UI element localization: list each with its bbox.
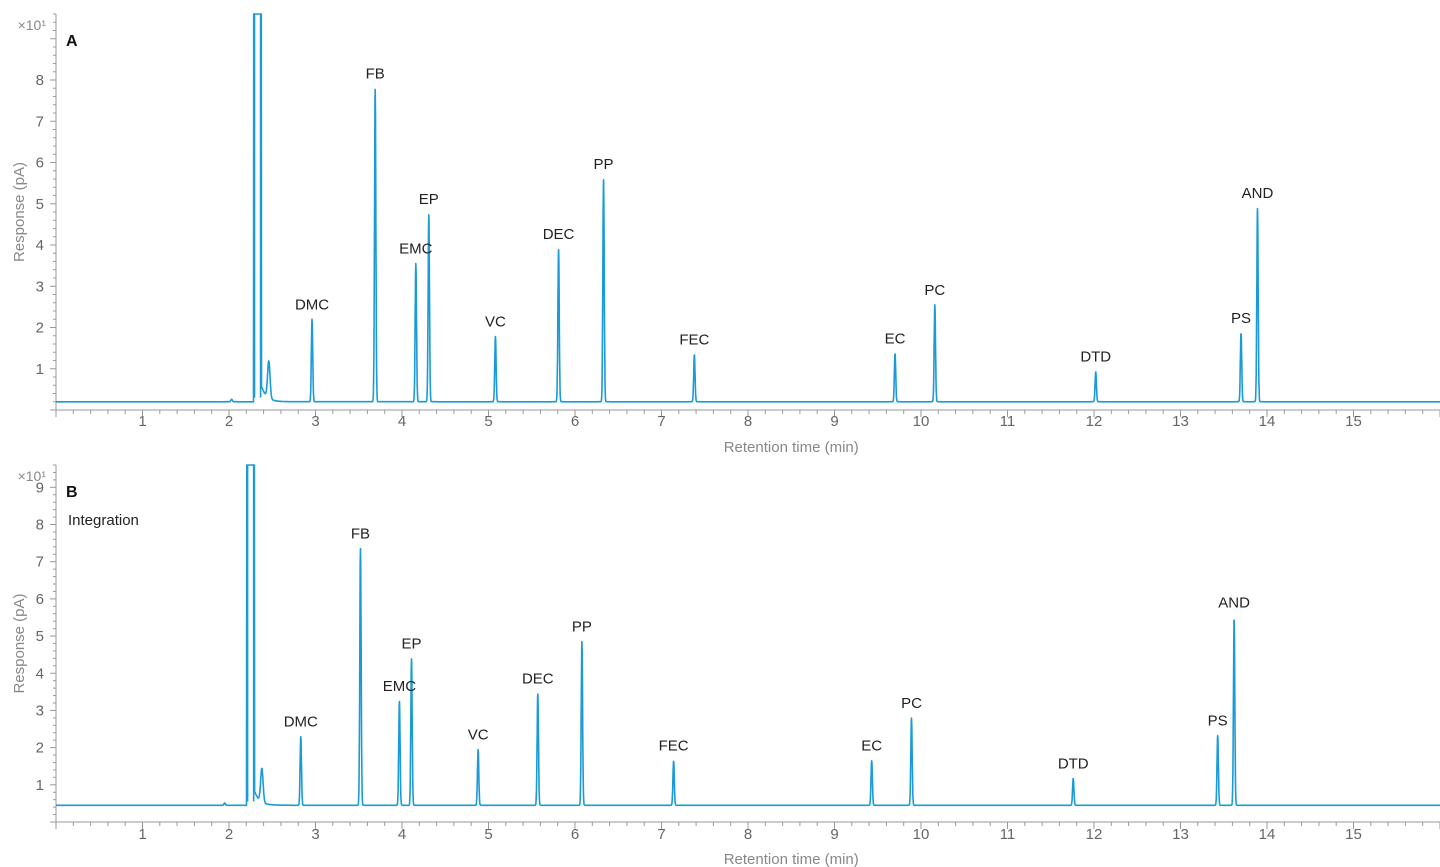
chart-panel-b: 1 2 3 4 5 6 7 8 9 10 11 12 13 14 15123456789×10¹Retent…	[11, 464, 1440, 867]
y-multiplier-label: ×10¹	[18, 468, 47, 484]
x-tick-label: 2	[225, 413, 233, 430]
x-tick-label: 2	[225, 826, 233, 843]
peak-label-dtd: DTD	[1080, 349, 1111, 366]
peak-label-pp: PP	[594, 156, 614, 173]
chart-panel-a: 1 2 3 4 5 6 7 8 9 10 11 12 13 14 1512345678×10¹Retenti…	[11, 13, 1440, 456]
peak-label-ep: EP	[419, 191, 439, 208]
peak-label-fec: FEC	[679, 331, 709, 348]
y-tick-label: 4	[36, 237, 44, 254]
peak-label-ps: PS	[1208, 712, 1228, 729]
peak-label-emc: EMC	[399, 241, 433, 258]
x-tick-label: 14	[1259, 826, 1276, 843]
y-tick-label: 7	[36, 113, 44, 130]
x-tick-label: 8	[744, 413, 752, 430]
x-tick-label: 13	[1172, 826, 1189, 843]
panel-label: B	[66, 484, 78, 501]
chromatogram-trace	[55, 13, 1440, 403]
y-tick-label: 6	[36, 591, 44, 608]
peak-label-dmc: DMC	[284, 713, 318, 730]
y-tick-label: 8	[36, 517, 44, 534]
x-tick-label: 11	[1000, 413, 1016, 430]
y-tick-label: 8	[36, 72, 44, 89]
panel-label: A	[66, 33, 78, 50]
x-tick-label: 11	[1000, 826, 1016, 843]
x-tick-label: 15	[1345, 826, 1362, 843]
y-tick-label: 1	[36, 777, 44, 794]
peak-label-vc: VC	[468, 726, 489, 743]
peak-label-dec: DEC	[522, 671, 554, 688]
chromatogram-trace	[55, 464, 1440, 807]
x-tick-label: 3	[311, 413, 319, 430]
y-tick-label: 7	[36, 554, 44, 571]
peak-label-dtd: DTD	[1058, 755, 1089, 772]
peak-label-ec: EC	[861, 738, 882, 755]
y-tick-label: 5	[36, 628, 44, 645]
peak-label-ep: EP	[402, 635, 422, 652]
x-tick-label: 9	[830, 413, 838, 430]
x-tick-label: 7	[657, 413, 665, 430]
y-axis-title: Response (pA)	[11, 593, 28, 693]
peak-label-pp: PP	[572, 619, 592, 636]
peak-label-dec: DEC	[543, 226, 575, 243]
peak-label-and: AND	[1242, 185, 1274, 202]
x-tick-label: 5	[484, 826, 492, 843]
x-tick-label: 1	[138, 826, 146, 843]
x-tick-label: 3	[311, 826, 319, 843]
y-axis-title: Response (pA)	[11, 162, 28, 262]
x-tick-label: 7	[657, 826, 665, 843]
y-tick-label: 1	[36, 361, 44, 378]
peak-label-pc: PC	[901, 695, 922, 712]
x-tick-label: 12	[1086, 413, 1103, 430]
x-tick-label: 1	[138, 413, 146, 430]
y-tick-label: 2	[36, 320, 44, 337]
y-tick-label: 2	[36, 740, 44, 757]
peak-label-ps: PS	[1231, 310, 1251, 327]
y-tick-label: 5	[36, 196, 44, 213]
y-tick-label: 9	[36, 479, 44, 496]
panel-annotation: Integration	[68, 512, 139, 529]
x-tick-label: 10	[913, 413, 930, 430]
x-tick-label: 13	[1172, 413, 1189, 430]
x-tick-label: 15	[1345, 413, 1362, 430]
y-tick-label: 6	[36, 155, 44, 172]
x-axis-title: Retention time (min)	[724, 851, 859, 867]
x-tick-label: 14	[1259, 413, 1276, 430]
peak-label-ec: EC	[885, 330, 906, 347]
peak-label-emc: EMC	[383, 678, 417, 695]
peak-label-fb: FB	[366, 65, 385, 82]
x-tick-label: 6	[571, 826, 579, 843]
x-tick-label: 6	[571, 413, 579, 430]
peak-label-and: AND	[1218, 594, 1250, 611]
y-tick-label: 3	[36, 702, 44, 719]
x-tick-label: 4	[398, 826, 406, 843]
peak-label-vc: VC	[485, 314, 506, 331]
x-tick-label: 4	[398, 413, 406, 430]
peak-label-fb: FB	[351, 526, 370, 543]
x-tick-label: 8	[744, 826, 752, 843]
y-tick-label: 4	[36, 665, 44, 682]
x-tick-label: 10	[913, 826, 930, 843]
x-tick-label: 9	[830, 826, 838, 843]
x-tick-label: 5	[484, 413, 492, 430]
peak-label-pc: PC	[924, 282, 945, 299]
x-axis-title: Retention time (min)	[724, 439, 859, 456]
x-tick-label: 12	[1086, 826, 1103, 843]
peak-label-fec: FEC	[659, 738, 689, 755]
y-tick-label: 3	[36, 278, 44, 295]
peak-label-dmc: DMC	[295, 296, 329, 313]
y-multiplier-label: ×10¹	[18, 17, 47, 33]
